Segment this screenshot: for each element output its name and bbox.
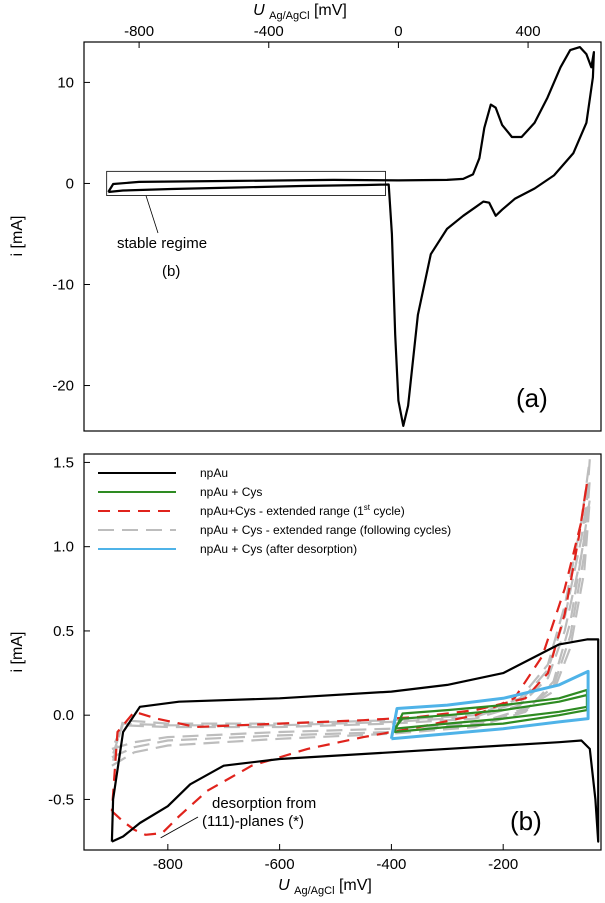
panel-a-x-ticks: -800 -400 0 400: [124, 23, 541, 48]
panel-a-y-axis-label: i [mA]: [9, 216, 26, 257]
y-tick-label: 0: [66, 175, 74, 192]
cv-curve-npau-0: [107, 46, 595, 427]
panel-a-frame: [83, 41, 602, 432]
desorption-leader-line: [160, 816, 199, 839]
legend: npAu npAu + Cys npAu+Cys - extended rang…: [98, 466, 451, 556]
x-tick-label: -800: [124, 23, 154, 40]
legend-label-npau-cys: npAu + Cys: [200, 485, 262, 499]
stable-regime-box: [106, 170, 386, 196]
desorption-planes-label: (111)-planes (*): [202, 813, 304, 830]
y-tick-label: 10: [57, 74, 74, 91]
y-tick-label: 0.0: [53, 707, 74, 724]
y-tick-label: 1.5: [53, 454, 74, 471]
legend-label-extended-first: npAu+Cys - extended range (1st cycle): [200, 503, 405, 518]
x-tick-label: 0: [394, 23, 402, 40]
y-tick-label: -20: [52, 378, 74, 395]
cv-curve-npau-0: [110, 638, 600, 843]
panel-b-y-axis-label: i [mA]: [9, 632, 26, 673]
y-tick-label: -10: [52, 276, 74, 293]
y-tick-label: -0.5: [48, 791, 74, 808]
panel-a-label: (a): [516, 383, 548, 413]
cv-curve-npau-cys-extended-range-1st-cycle-3: [110, 481, 589, 836]
stable-regime-leader-line: [145, 195, 159, 234]
legend-label-npau: npAu: [200, 466, 228, 480]
panel-b-curves: [110, 458, 600, 843]
panel-a-y-ticks: 10 0 -10 -20: [52, 74, 90, 395]
cv-curve-npau-cys-extended-range-following-cycles-5: [110, 478, 591, 759]
legend-label-after-desorption: npAu + Cys (after desorption): [200, 542, 357, 556]
panel-b-x-axis-label: U Ag/AgCl [mV]: [278, 877, 372, 898]
panel-b-label: (b): [510, 806, 542, 836]
panel-a: -800 -400 0 400 10 0 -10 -20 U Ag/AgCl [mV] i …: [9, 2, 602, 432]
panel-b-y-ticks: 1.5 1.0 0.5 0.0 -0.5: [48, 454, 90, 808]
y-tick-label: 0.5: [53, 623, 74, 640]
cv-curve-npau-cys-after-desorption-7: [389, 669, 590, 741]
y-tick-label: 1.0: [53, 539, 74, 556]
cv-curve-npau-cys-extended-range-following-cycles-6: [110, 498, 591, 750]
panel-b-x-ticks: -800 -600 -400 -200: [153, 844, 518, 873]
panel-b: -800 -600 -400 -200 1.5 1.0 0.5 0.0 -0.5 npAu n…: [9, 453, 602, 898]
panel-a-curves: [107, 46, 595, 427]
panel-b-frame: [83, 453, 602, 851]
x-tick-label: -200: [488, 856, 518, 873]
desorption-label: desorption from: [212, 795, 316, 812]
x-tick-label: -400: [376, 856, 406, 873]
stable-regime-label: stable regime: [117, 235, 207, 252]
x-tick-label: -800: [153, 856, 183, 873]
x-tick-label: -400: [254, 23, 284, 40]
panel-a-x-axis-label: U Ag/AgCl [mV]: [253, 2, 347, 23]
x-tick-label: 400: [516, 23, 541, 40]
legend-label-extended-following: npAu + Cys - extended range (following c…: [200, 523, 451, 537]
stable-regime-panel-ref: (b): [162, 263, 180, 280]
x-tick-label: -600: [265, 856, 295, 873]
